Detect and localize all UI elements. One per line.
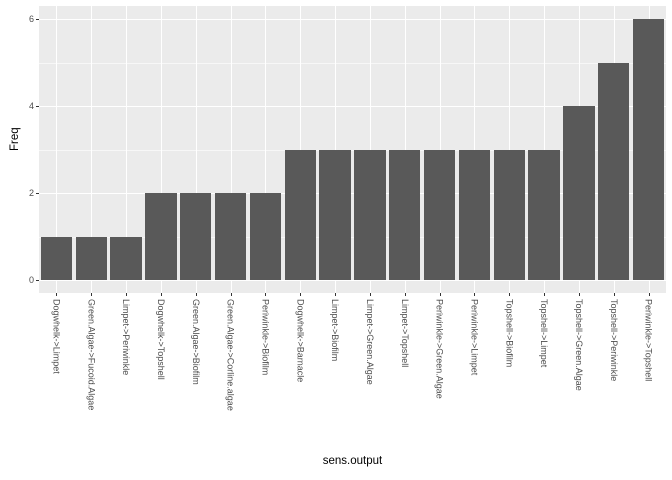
- x-tick-mark: [335, 293, 337, 296]
- x-tick-mark: [439, 293, 441, 296]
- gridline-vertical: [265, 6, 267, 293]
- x-tick-mark: [648, 293, 650, 296]
- bar: [40, 236, 73, 280]
- x-tick-mark: [126, 293, 128, 296]
- x-tick-label: Topshell->Green.Algae: [573, 299, 584, 391]
- bar: [598, 62, 630, 280]
- x-tick-mark: [195, 293, 197, 296]
- y-tick-mark: [36, 106, 39, 107]
- x-tick-label: Dogwhelk->Barnacle: [295, 299, 306, 383]
- x-tick-label: Periwinkle->Topshell: [643, 299, 654, 382]
- bar: [632, 19, 665, 280]
- x-tick-label: Topshell->Periwinkle: [608, 299, 619, 382]
- x-axis-title: sens.output: [322, 455, 383, 467]
- x-tick-mark: [404, 293, 406, 296]
- plot-panel: [39, 6, 666, 293]
- x-tick-label: Green.Algae->Fucoid.Algae: [86, 299, 97, 411]
- y-tick-mark: [36, 19, 39, 20]
- gridline-major: [39, 19, 666, 20]
- x-tick-mark: [230, 293, 232, 296]
- y-axis-title: Freq: [8, 127, 21, 151]
- x-tick-label: Dogwhelk->Topshell: [155, 299, 166, 380]
- bar: [180, 193, 212, 280]
- gridline-minor: [39, 236, 666, 238]
- bar: [389, 149, 421, 280]
- x-tick-label: Topshell->Biofilm: [504, 299, 515, 368]
- y-tick-mark: [36, 193, 39, 194]
- x-tick-label: Limpet->Topshell: [399, 299, 410, 368]
- bar: [110, 236, 142, 280]
- x-tick-mark: [160, 293, 162, 296]
- gridline-minor: [39, 62, 666, 64]
- gridline-vertical: [126, 6, 128, 293]
- x-tick-mark: [300, 293, 302, 296]
- x-tick-mark: [509, 293, 511, 296]
- x-tick-mark: [578, 293, 580, 296]
- x-tick-mark: [91, 293, 93, 296]
- x-tick-mark: [544, 293, 546, 296]
- bar: [145, 193, 177, 280]
- y-tick-label: 4: [28, 100, 34, 111]
- x-tick-label: Limpet->Green.Algae: [364, 299, 375, 385]
- bar: [458, 149, 491, 280]
- x-tick-label: Limpet->Periwinkle: [121, 299, 132, 376]
- gridline-major: [39, 193, 666, 194]
- x-tick-label: Dogwhelk->Limpet: [51, 299, 62, 374]
- gridline-major: [39, 280, 666, 281]
- gridline-vertical: [91, 6, 93, 293]
- gridline-vertical: [195, 6, 197, 293]
- gridline-vertical: [160, 6, 162, 293]
- bar: [214, 193, 247, 280]
- x-tick-label: Periwinkle->Green.Algae: [434, 299, 445, 399]
- bar: [563, 106, 595, 280]
- y-tick-label: 6: [28, 13, 34, 24]
- bar: [493, 149, 525, 280]
- gridline-vertical: [230, 6, 232, 293]
- bar: [249, 193, 282, 280]
- x-tick-label: Topshell->Limpet: [539, 299, 550, 368]
- x-tick-mark: [613, 293, 615, 296]
- gridline-vertical: [56, 6, 58, 293]
- x-tick-mark: [56, 293, 58, 296]
- bar: [354, 149, 386, 280]
- bar: [528, 149, 560, 280]
- x-tick-label: Periwinkle->Biofilm: [260, 299, 271, 376]
- y-tick-mark: [36, 280, 39, 281]
- x-tick-label: Periwinkle->Limpet: [469, 299, 480, 376]
- gridline-major: [39, 106, 666, 107]
- x-tick-label: Green.Algae->Corline.algae: [225, 299, 236, 411]
- y-tick-label: 0: [28, 274, 34, 285]
- x-tick-mark: [265, 293, 267, 296]
- x-tick-mark: [369, 293, 371, 296]
- bar: [284, 149, 316, 280]
- x-tick-label: Limpet->Biofilm: [330, 299, 341, 362]
- y-tick-label: 2: [28, 187, 34, 198]
- x-tick-label: Green.Algae->Biofilm: [190, 299, 201, 385]
- bar: [319, 149, 351, 280]
- x-tick-mark: [474, 293, 476, 296]
- bar: [75, 236, 107, 280]
- gridline-minor: [39, 149, 666, 151]
- bar: [423, 149, 456, 280]
